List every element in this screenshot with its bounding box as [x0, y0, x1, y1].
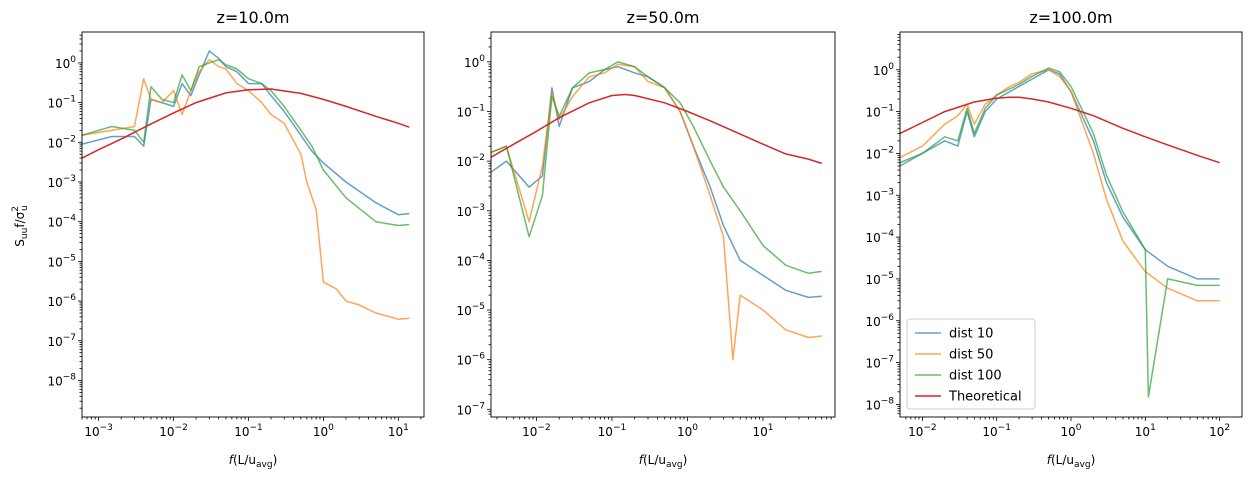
panel-title: z=10.0m: [216, 8, 289, 27]
y-tick-label: 10−4: [865, 229, 894, 245]
y-tick-label: 10−6: [865, 313, 894, 329]
x-tick-label: 100: [313, 423, 334, 439]
x-tick-label: 100: [1060, 423, 1081, 439]
x-tick-label: 10−2: [522, 423, 551, 439]
y-tick-label: 10−6: [456, 352, 485, 368]
plot-frame: [490, 31, 836, 418]
x-axis-label: f(L/uavg): [1047, 453, 1096, 470]
x-tick-label: 10−1: [234, 423, 263, 439]
y-tick-label: 10−5: [456, 302, 485, 318]
x-tick-label: 102: [1209, 423, 1230, 439]
y-tick-label: 10−1: [456, 104, 485, 120]
y-tick-label: 100: [55, 55, 76, 71]
panel-2: 10−2 10−1 100 101 10−7 10−6 10−5 10−4 10−3 10−2 10…: [456, 8, 836, 470]
series-line-dist-50: [82, 58, 410, 320]
panel-3: 10−2 10−1 100 101 102 10−8 10−7 10−6 10−5 10−4 10−…: [865, 8, 1243, 470]
x-tick-label: 10−2: [159, 423, 188, 439]
y-tick-label: 10−2: [47, 134, 76, 150]
x-axis-label: f(L/uavg): [229, 453, 278, 470]
y-tick-label: 10−2: [456, 153, 485, 169]
y-axis-label: Suuf/σ2u: [11, 205, 30, 246]
legend-label-theoretical: Theoretical: [948, 390, 1022, 405]
y-tick-label: 10−7: [865, 355, 894, 371]
y-tick-label: 10−8: [865, 396, 894, 412]
x-axis-label: f(L/uavg): [639, 453, 688, 470]
x-tick-label: 10−3: [84, 423, 113, 439]
series-line-theoretical: [491, 93, 822, 165]
series-line-dist-50: [900, 69, 1220, 302]
y-tick-label: 10−4: [456, 252, 485, 268]
y-tick-label: 10−3: [456, 203, 485, 219]
x-tick-label: 10−1: [598, 423, 627, 439]
series-line-dist-10: [900, 69, 1220, 280]
y-tick-label: 10−3: [47, 174, 76, 190]
y-tick-label: 100: [464, 54, 485, 70]
series-line-theoretical: [82, 88, 410, 159]
panel-title: z=50.0m: [626, 8, 699, 27]
series-line-dist-100: [491, 61, 822, 275]
y-tick-label: 10−2: [865, 145, 894, 161]
series-line-theoretical: [900, 96, 1220, 164]
y-tick-label: 10−5: [47, 253, 76, 269]
x-tick-label: 100: [677, 423, 698, 439]
y-tick-label: 10−5: [865, 271, 894, 287]
series-line-dist-50: [491, 63, 822, 361]
legend-label-dist-50: dist 50: [949, 348, 993, 363]
series-line-dist-100: [900, 67, 1220, 398]
series-group: [82, 50, 410, 320]
panel-title: z=100.0m: [1029, 8, 1112, 27]
y-tick-label: 10−6: [47, 293, 76, 309]
y-tick-label: 10−7: [47, 333, 76, 349]
series-group: [900, 67, 1220, 398]
plot-frame: [81, 31, 425, 418]
x-tick-label: 10−1: [982, 423, 1011, 439]
series-line-dist-100: [82, 58, 410, 227]
legend: dist 10 dist 50 dist 100 Theoretical: [906, 318, 1036, 410]
y-tick-label: 10−1: [865, 104, 894, 120]
legend-label-dist-10: dist 10: [949, 327, 993, 342]
panel-1: 10−3 10−2 10−1 100 101 10−8 10−7 10−6 10−5 10−4 10…: [47, 8, 425, 470]
x-tick-label: 101: [388, 423, 409, 439]
y-tick-label: 10−3: [865, 187, 894, 203]
y-tick-label: 100: [873, 62, 894, 78]
x-tick-label: 101: [752, 423, 773, 439]
y-tick-label: 10−7: [456, 401, 485, 417]
y-tick-label: 10−8: [47, 372, 76, 388]
y-tick-label: 10−1: [47, 95, 76, 111]
y-tick-label: 10−4: [47, 214, 76, 230]
series-group: [491, 61, 822, 361]
legend-label-dist-100: dist 100: [949, 369, 1002, 384]
legend-box: [906, 318, 1036, 410]
x-tick-label: 101: [1135, 423, 1156, 439]
x-tick-label: 10−2: [908, 423, 937, 439]
